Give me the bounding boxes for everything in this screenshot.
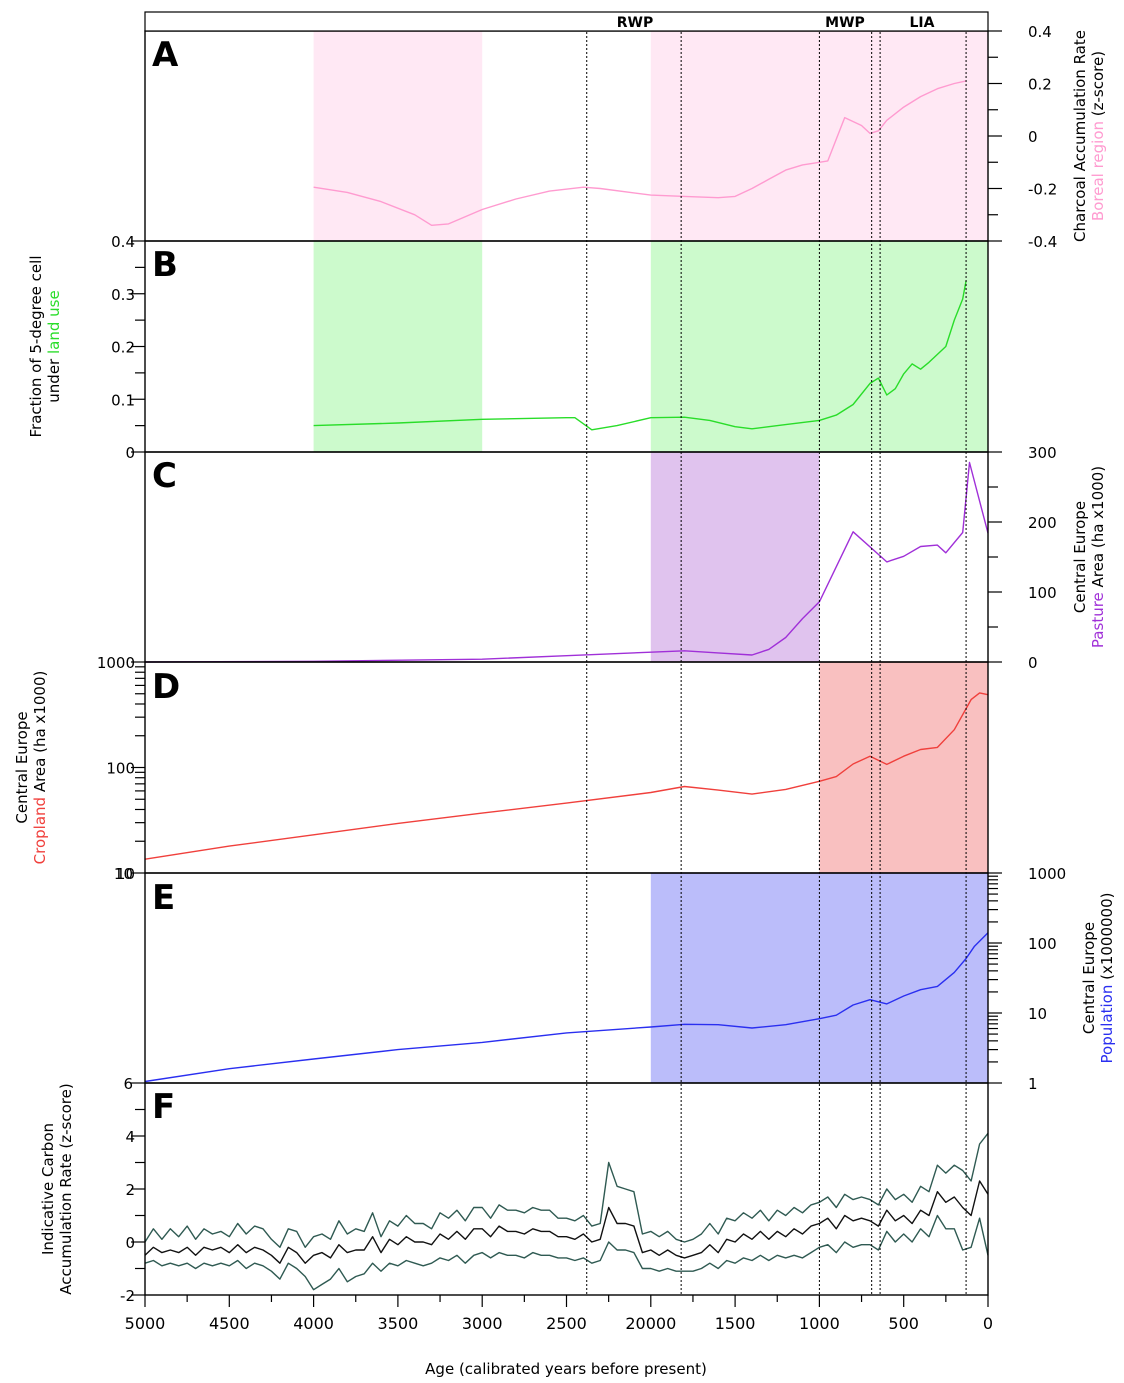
shade-a-0 <box>313 31 483 241</box>
y-axis-label-a: Charcoal Accumulation RateBoreal region … <box>1071 30 1107 242</box>
shade-b-0 <box>313 241 483 452</box>
y-tick-label-a-0: 0.4 <box>1028 23 1052 41</box>
y-axis-label-part-a: (z-score) <box>1089 51 1107 121</box>
x-axis-label: Age (calibrated years before present) <box>425 1360 707 1378</box>
y-axis-label-f: Indicative CarbonAccumulation Rate (z-sc… <box>39 1083 75 1294</box>
x-tick-label-8: 1000 <box>799 1314 840 1333</box>
x-tick-label-9: 500 <box>888 1314 919 1333</box>
y-tick-label-b-2: 0.2 <box>111 339 135 357</box>
shade-c-0 <box>650 452 820 662</box>
panel-letter-f: F <box>152 1087 175 1127</box>
y-axis-label-e: Central EuropePopulation (x1000000) <box>1080 893 1116 1064</box>
y-tick-label-e-0: 1000 <box>1028 865 1066 883</box>
y-tick-label-c-2: 100 <box>1028 584 1057 602</box>
x-tick-label-7: 1500 <box>715 1314 756 1333</box>
panel-letter-c: C <box>152 456 177 496</box>
period-header: RWP MWP LIA <box>144 11 989 32</box>
series-line-f-lower <box>144 1214 989 1291</box>
x-tick-label-10: 0 <box>983 1314 993 1333</box>
y-axis-label-b: Fraction of 5-degree cellunder land use <box>27 256 63 438</box>
y-axis-label-part-c: Central Europe <box>1071 501 1089 613</box>
y-axis-label-part-d: Central Europe <box>13 711 31 823</box>
period-label-mwp: MWP <box>825 15 865 31</box>
shade-d-0 <box>819 662 988 873</box>
y-axis-label-part-a: Charcoal Accumulation Rate <box>1071 30 1089 242</box>
corner-label-bottom-e: 6 <box>123 1075 133 1093</box>
x-tick-label-2: 4000 <box>293 1314 334 1333</box>
series-line-f-upper <box>144 1132 989 1248</box>
y-tick-label-d-0: 1000 <box>97 654 135 672</box>
y-axis-label-part-c: Area (ha x1000) <box>1089 466 1107 592</box>
axes: A 0.4 0.2 0 -0.2 -0.4 Charcoal Accumulation Ra… <box>13 23 1116 1333</box>
y-axis-label-part-d: Cropland <box>31 797 49 864</box>
y-tick-label-a-4: -0.4 <box>1028 233 1057 251</box>
series-line-e-main <box>144 932 989 1083</box>
panel-letter-a: A <box>152 35 179 75</box>
y-tick-label-c-3: 0 <box>1028 654 1038 672</box>
series-line-c-main <box>144 461 989 663</box>
y-tick-label-c-0: 300 <box>1028 444 1057 462</box>
series-line-a-main <box>313 80 967 226</box>
y-axis-label-part-d: Area (ha x1000) <box>31 671 49 797</box>
y-tick-label-b-1: 0.3 <box>111 286 135 304</box>
y-axis-label-part-f: Accumulation Rate (z-score) <box>57 1083 75 1294</box>
y-axis-label-part-e: (x1000000) <box>1098 893 1116 985</box>
y-axis-label-part-b: under <box>45 358 63 403</box>
y-tick-label-a-3: -0.2 <box>1028 181 1057 199</box>
y-tick-label-d-1: 100 <box>106 760 135 778</box>
corner-label-top-e: 10 <box>114 865 133 883</box>
y-axis-label-part-f: Indicative Carbon <box>39 1123 57 1255</box>
y-tick-label-e-1: 100 <box>1028 935 1057 953</box>
x-tick-label-5: 2500 <box>546 1314 587 1333</box>
y-tick-label-f-3: 0 <box>125 1234 135 1252</box>
y-axis-label-part-e: Central Europe <box>1080 922 1098 1034</box>
x-tick-label-1: 4500 <box>209 1314 250 1333</box>
y-axis-label-part-b: land use <box>45 290 63 358</box>
period-boundaries <box>586 12 967 1295</box>
series-line-f-mean <box>144 1180 989 1264</box>
panel-letter-d: D <box>152 667 180 707</box>
period-label-rwp: RWP <box>617 15 653 31</box>
period-header-box <box>144 11 989 32</box>
y-tick-label-d-2: 10 <box>116 865 135 883</box>
y-tick-label-b-4: 0 <box>125 444 135 462</box>
y-tick-label-a-1: 0.2 <box>1028 76 1052 94</box>
y-tick-label-b-0: 0.4 <box>111 233 135 251</box>
y-axis-label-d: Central EuropeCropland Area (ha x1000) <box>13 671 49 865</box>
y-tick-label-b-3: 0.1 <box>111 391 135 409</box>
x-tick-label-4: 3000 <box>462 1314 503 1333</box>
y-tick-label-a-2: 0 <box>1028 128 1038 146</box>
y-tick-label-e-2: 10 <box>1028 1005 1047 1023</box>
y-tick-label-f-2: 2 <box>125 1181 135 1199</box>
period-label-lia: LIA <box>910 15 935 31</box>
panel-letter-e: E <box>152 878 175 918</box>
y-tick-label-f-1: 4 <box>125 1128 135 1146</box>
y-axis-label-part-c: Pasture <box>1089 592 1107 648</box>
data-series <box>144 80 989 1291</box>
x-tick-label-0: 5000 <box>125 1314 166 1333</box>
y-axis-label-part-e: Population <box>1098 985 1116 1064</box>
y-axis-label-part-a: Boreal region <box>1089 121 1107 221</box>
y-tick-label-e-3: 1 <box>1028 1075 1038 1093</box>
y-axis-label-c: Central EuropePasture Area (ha x1000) <box>1071 466 1107 648</box>
y-tick-label-c-1: 200 <box>1028 514 1057 532</box>
y-tick-label-f-4: -2 <box>120 1287 135 1305</box>
panel-letter-b: B <box>152 245 178 285</box>
x-tick-label-6: 20000 <box>625 1314 676 1333</box>
y-axis-label-part-b: Fraction of 5-degree cell <box>27 256 45 438</box>
x-tick-label-3: 3500 <box>378 1314 419 1333</box>
